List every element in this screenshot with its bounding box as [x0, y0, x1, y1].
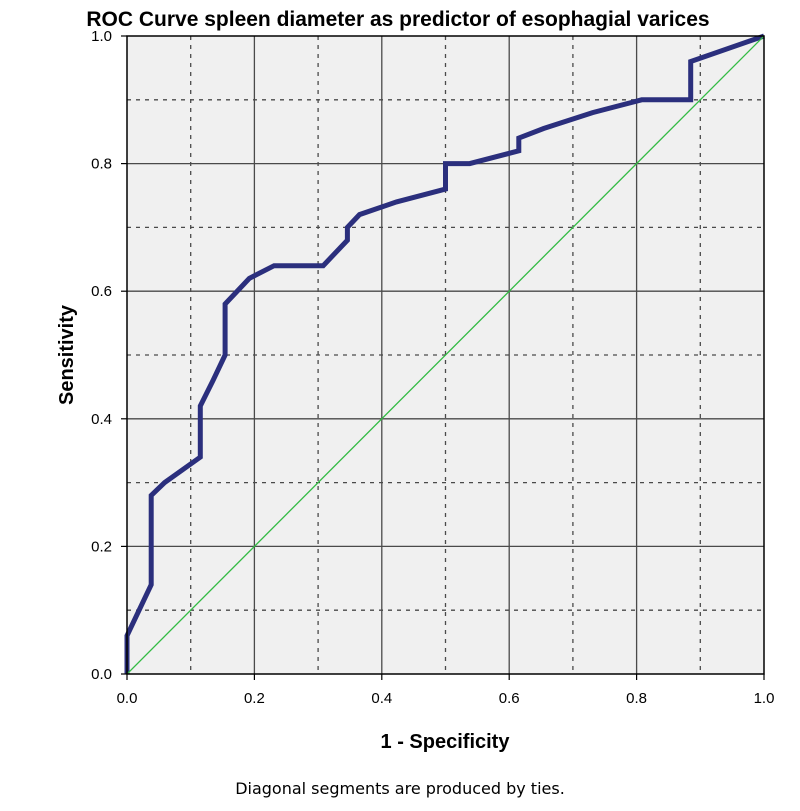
x-tick-label: 1.0	[754, 690, 775, 707]
y-tick-label: 0.2	[91, 538, 112, 555]
y-tick-label: 0.4	[91, 411, 112, 428]
x-tick-label: 0.4	[371, 690, 392, 707]
axes	[121, 35, 765, 680]
x-tick-label: 0.8	[626, 690, 647, 707]
reference-diagonal-line	[126, 35, 765, 675]
series-layer	[124, 33, 765, 675]
y-tick-label: 1.0	[91, 28, 112, 45]
y-tick-labels: 0.0 0.2 0.4 0.6 0.8 1.0	[91, 28, 112, 683]
x-tick-label: 0.6	[499, 690, 520, 707]
plot-frame	[126, 35, 765, 675]
y-tick-label: 0.8	[91, 156, 112, 173]
y-tick-label: 0.6	[91, 283, 112, 300]
chart-title: ROC Curve spleen diameter as predictor o…	[86, 8, 709, 31]
x-tick-label: 0.0	[117, 690, 138, 707]
x-tick-label: 0.2	[244, 690, 265, 707]
x-tick-labels: 0.0 0.2 0.4 0.6 0.8 1.0	[117, 690, 775, 707]
y-axis-label: Sensitivity	[56, 304, 78, 405]
roc-curve-line	[124, 33, 765, 674]
footnote: Diagonal segments are produced by ties.	[235, 779, 565, 798]
x-axis-label: 1 - Specificity	[381, 731, 511, 753]
y-tick-label: 0.0	[91, 666, 112, 683]
